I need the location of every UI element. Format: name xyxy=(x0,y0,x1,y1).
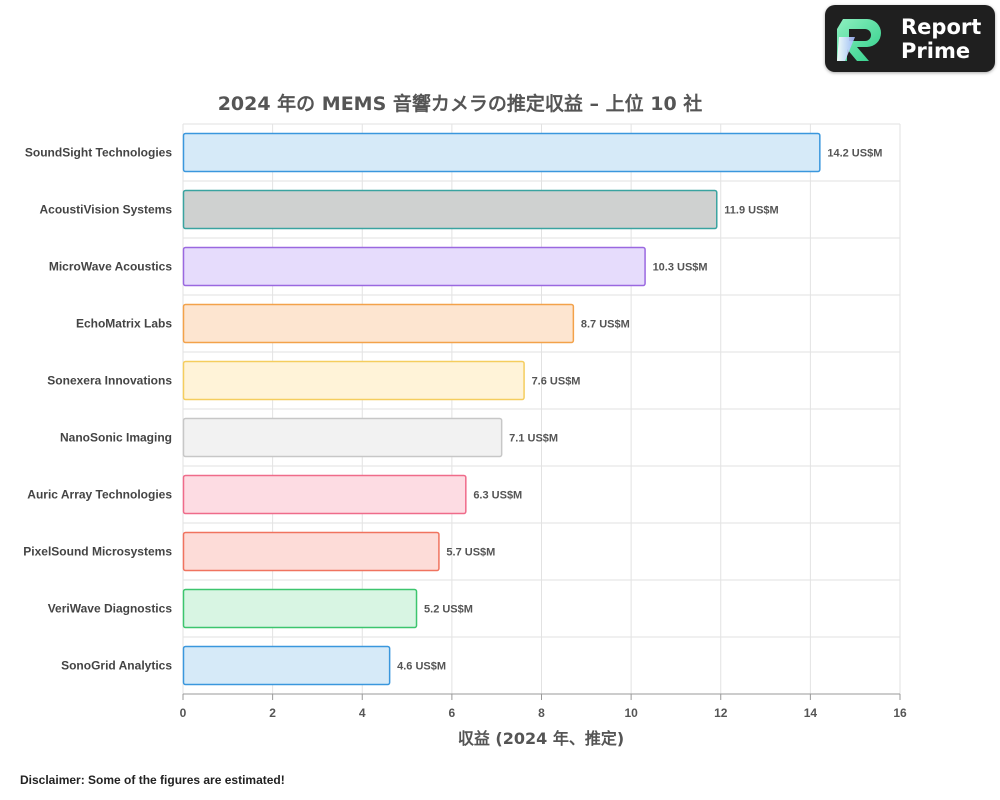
brand-line2: Prime xyxy=(901,39,971,63)
x-tick-label: 6 xyxy=(449,706,456,720)
bar-value-label: 10.3 US$M xyxy=(653,262,708,274)
category-label: NanoSonic Imaging xyxy=(60,431,172,445)
x-axis-ticks: 0 2 4 6 8 10 12 14 16 xyxy=(180,693,907,720)
category-label: SoundSight Technologies xyxy=(25,146,172,160)
bar-value-label: 5.7 US$M xyxy=(446,547,495,559)
chart-title: 2024 年の MEMS 音響カメラの推定収益 – 上位 10 社 xyxy=(218,92,703,115)
bar xyxy=(182,417,503,458)
brand-line1: Report xyxy=(901,15,982,39)
bar xyxy=(182,132,821,173)
category-label: PixelSound Microsystems xyxy=(23,545,172,559)
bar-value-label: 5.2 US$M xyxy=(424,604,473,616)
x-tick-label: 10 xyxy=(624,706,638,720)
category-label: Sonexera Innovations xyxy=(47,374,172,388)
x-tick-label: 4 xyxy=(359,706,366,720)
bar-value-label: 11.9 US$M xyxy=(724,205,778,217)
category-label: VeriWave Diagnostics xyxy=(48,602,173,616)
category-label: MicroWave Acoustics xyxy=(49,260,172,274)
brand-name: Report Prime xyxy=(901,15,981,63)
bar-value-label: 7.1 US$M xyxy=(509,433,558,445)
bar-value-label: 14.2 US$M xyxy=(827,148,882,160)
category-labels: SoundSight Technologies AcoustiVision Sys… xyxy=(23,146,172,673)
x-tick-label: 12 xyxy=(714,706,728,720)
x-tick-label: 2 xyxy=(269,706,276,720)
category-label: SonoGrid Analytics xyxy=(61,659,172,673)
report-prime-logo-icon xyxy=(837,19,881,61)
category-label: EchoMatrix Labs xyxy=(76,317,172,331)
x-tick-label: 16 xyxy=(893,706,907,720)
bar-value-label: 7.6 US$M xyxy=(532,376,581,388)
x-tick-label: 8 xyxy=(538,706,545,720)
bar xyxy=(182,531,440,572)
category-label: Auric Array Technologies xyxy=(27,488,172,502)
bar-value-label: 8.7 US$M xyxy=(581,319,630,331)
bar xyxy=(182,474,467,515)
bar xyxy=(182,588,418,629)
category-label: AcoustiVision Systems xyxy=(40,203,173,217)
brand-logo: Report Prime xyxy=(825,5,995,72)
bar xyxy=(182,246,646,287)
x-tick-label: 0 xyxy=(180,706,187,720)
bar-value-label: 6.3 US$M xyxy=(473,490,522,502)
bar xyxy=(182,645,391,686)
bar xyxy=(182,303,575,344)
bar xyxy=(182,360,525,401)
bar xyxy=(182,189,718,230)
bar-value-label: 4.6 US$M xyxy=(397,661,446,673)
x-tick-label: 14 xyxy=(804,706,818,720)
disclaimer-text: Disclaimer: Some of the figures are esti… xyxy=(20,773,285,787)
x-axis-title: 収益 (2024 年、推定) xyxy=(458,729,624,748)
bars: 14.2 US$M 11.9 US$M 10.3 US$M 8.7 US$M 7.6 U… xyxy=(182,132,882,686)
